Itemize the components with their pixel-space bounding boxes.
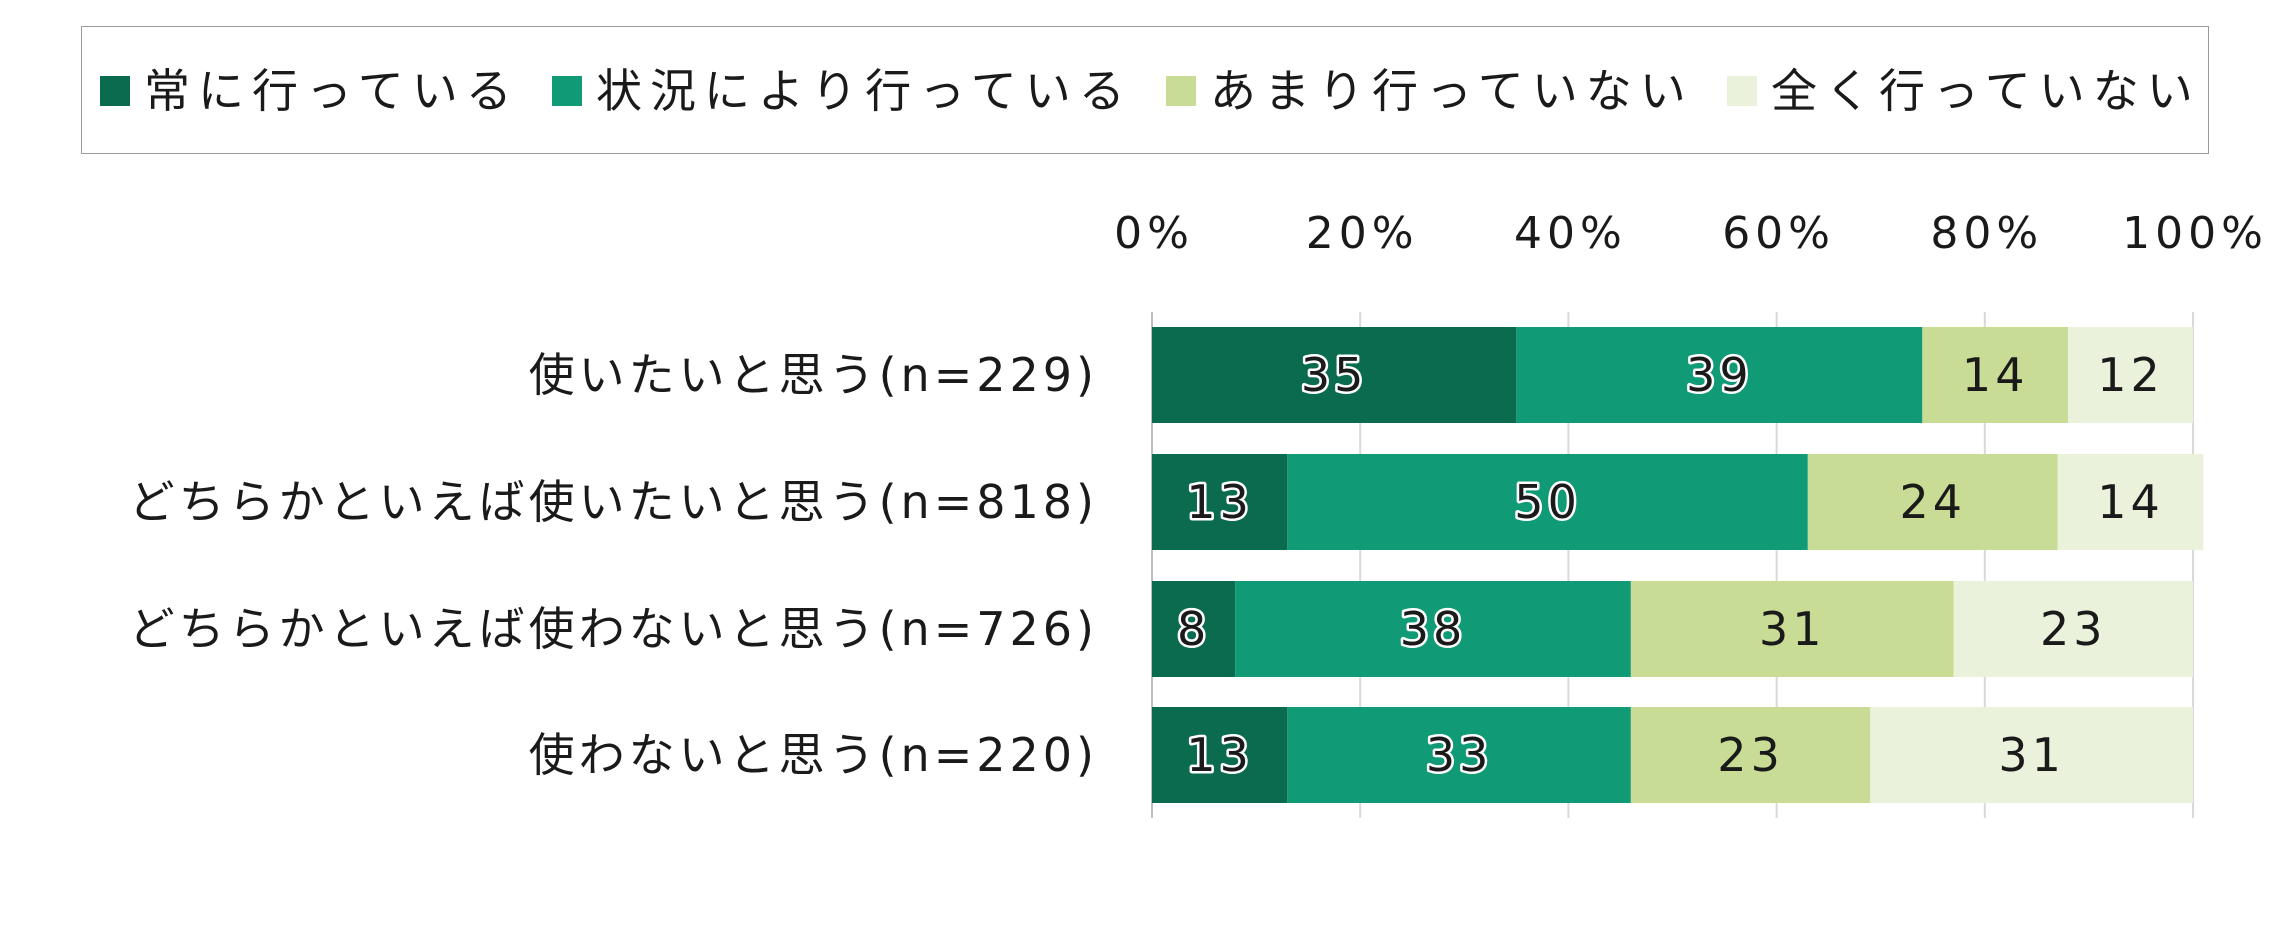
bar-segment <box>1630 581 1954 677</box>
data-label: 31 <box>1759 602 1826 656</box>
bar-segment <box>1152 327 1517 423</box>
bar-segment <box>1807 454 2058 550</box>
bar-segment <box>1516 327 1923 423</box>
legend-swatch <box>1727 76 1757 106</box>
bar-segment <box>1235 581 1631 677</box>
bar-segment <box>1152 581 1236 677</box>
data-label: 14 <box>1962 348 2029 402</box>
data-label: 31 <box>1998 728 2065 782</box>
legend-label: 全く行っていない <box>1771 64 2201 118</box>
x-tick-label: 40% <box>1514 208 1627 259</box>
data-label: 39 <box>1686 348 1753 402</box>
data-label: 13 <box>1186 728 1253 782</box>
bar-segment <box>1287 454 1808 550</box>
category-label: どちらかといえば使いたいと思う(n=818) <box>129 475 1098 529</box>
legend-label: 状況により行っている <box>596 64 1133 118</box>
legend-swatch <box>1166 76 1196 106</box>
data-label: 12 <box>2097 348 2164 402</box>
bar-segment <box>1630 707 1871 803</box>
data-label: 38 <box>1400 602 1467 656</box>
data-label: 35 <box>1301 348 1368 402</box>
bar-segment <box>1870 707 2193 803</box>
legend: 常に行っている 状況により行っている あまり行っていない 全く行っていない <box>81 26 2209 154</box>
category-label: 使わないと思う(n=220) <box>529 728 1098 782</box>
data-label: 50 <box>1514 475 1581 529</box>
data-label: 8 <box>1177 602 1210 656</box>
bar-segment <box>2068 327 2193 423</box>
data-label: 23 <box>2040 602 2107 656</box>
x-tick-label: 100% <box>2122 208 2268 259</box>
category-label: どちらかといえば使わないと思う(n=726) <box>129 602 1098 656</box>
x-tick-label: 20% <box>1306 208 1419 259</box>
x-tick-label: 60% <box>1722 208 1835 259</box>
data-label: 23 <box>1717 728 1784 782</box>
bar-segment <box>1152 454 1288 550</box>
data-label: 24 <box>1899 475 1966 529</box>
bar-segment <box>2057 454 2204 550</box>
legend-item: あまり行っていない <box>1166 27 1694 155</box>
category-label: 使いたいと思う(n=229) <box>529 348 1098 402</box>
bar-segment <box>1953 581 2193 677</box>
legend-label: 常に行っている <box>144 64 520 118</box>
data-label: 14 <box>2097 475 2164 529</box>
data-label: 13 <box>1186 475 1253 529</box>
bar-segment <box>1152 707 1288 803</box>
bar-segment <box>1922 327 2069 423</box>
legend-item: 常に行っている <box>100 27 520 155</box>
legend-swatch <box>100 76 130 106</box>
data-label: 33 <box>1426 728 1493 782</box>
legend-item: 状況により行っている <box>552 27 1133 155</box>
legend-item: 全く行っていない <box>1727 27 2201 155</box>
legend-label: あまり行っていない <box>1210 64 1694 118</box>
x-tick-label: 80% <box>1930 208 2043 259</box>
x-tick-label: 0% <box>1114 208 1194 259</box>
legend-swatch <box>552 76 582 106</box>
bar-segment <box>1287 707 1631 803</box>
